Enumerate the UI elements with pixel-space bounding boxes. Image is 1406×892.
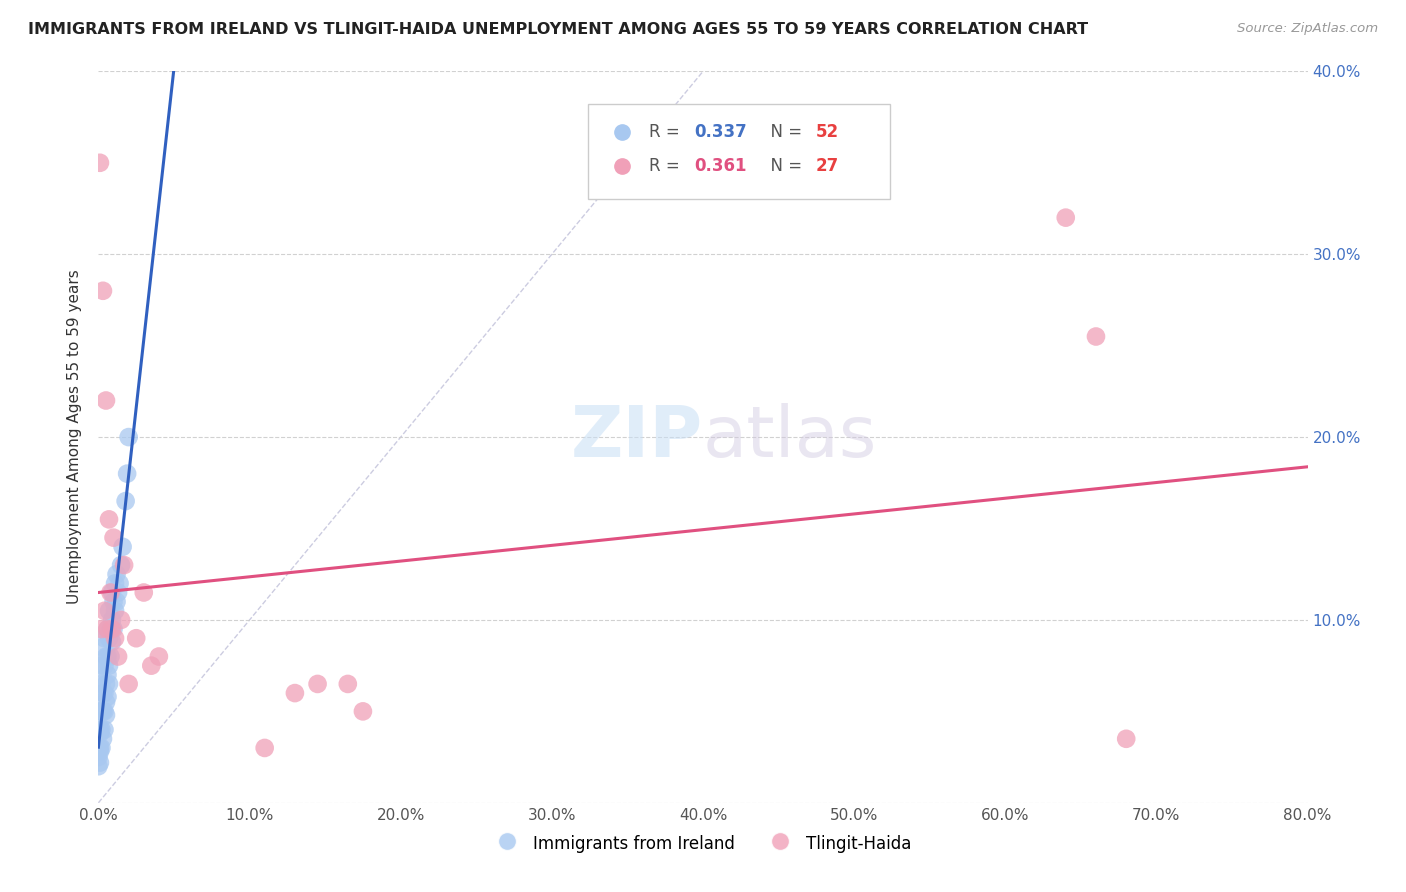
Point (101, 613, 124, 627)
Text: R =: R = (648, 158, 685, 176)
Point (87, 759, 110, 773)
Point (110, 558, 132, 573)
Text: ZIP: ZIP (571, 402, 703, 472)
Point (107, 649, 129, 664)
Point (100, 585, 122, 599)
Point (91, 705, 114, 719)
Point (96, 667, 118, 681)
Text: 27: 27 (815, 158, 839, 176)
Point (352, 705, 374, 719)
Point (105, 567, 128, 582)
Point (114, 494, 136, 508)
Point (94, 708, 117, 723)
Point (91, 284, 114, 298)
Text: N =: N = (759, 123, 807, 141)
Point (104, 604, 127, 618)
Point (91, 731, 114, 746)
Point (93, 632, 115, 646)
Point (90, 658, 112, 673)
Text: atlas: atlas (703, 402, 877, 472)
Point (93, 604, 115, 618)
FancyBboxPatch shape (588, 104, 890, 200)
Point (98, 512, 121, 526)
Point (100, 622, 122, 636)
Point (98, 677, 121, 691)
Point (115, 467, 138, 481)
Point (91, 640, 114, 655)
Point (96, 690, 118, 704)
Point (93, 723, 115, 737)
Point (118, 677, 141, 691)
Point (89, 705, 111, 719)
Text: 0.337: 0.337 (695, 123, 747, 141)
Point (101, 622, 124, 636)
Point (1085, 329, 1108, 343)
Point (105, 594, 128, 608)
Point (103, 531, 125, 545)
Point (100, 649, 122, 664)
Point (90, 677, 112, 691)
Point (96, 622, 118, 636)
Point (132, 585, 155, 599)
Point (108, 576, 131, 591)
Point (91, 686, 114, 700)
Point (89, 726, 111, 740)
Point (104, 576, 127, 591)
Point (125, 632, 148, 646)
Point (253, 740, 276, 755)
Point (148, 649, 170, 664)
Point (87, 750, 110, 764)
Point (94, 677, 117, 691)
Text: N =: N = (759, 158, 807, 176)
Point (336, 677, 359, 691)
Text: R =: R = (648, 123, 685, 141)
Text: IMMIGRANTS FROM IRELAND VS TLINGIT-HAIDA UNEMPLOYMENT AMONG AGES 55 TO 59 YEARS : IMMIGRANTS FROM IRELAND VS TLINGIT-HAIDA… (28, 22, 1088, 37)
Text: 0.361: 0.361 (695, 158, 747, 176)
Point (101, 635, 124, 649)
Point (96, 649, 118, 664)
Point (110, 613, 132, 627)
Point (284, 686, 307, 700)
Point (98, 632, 121, 646)
Point (104, 632, 127, 646)
Text: 52: 52 (815, 123, 838, 141)
Point (103, 622, 125, 636)
Point (111, 540, 134, 554)
Point (93, 705, 115, 719)
Point (94, 649, 117, 664)
Point (96, 622, 118, 636)
Point (112, 558, 135, 573)
Point (107, 585, 129, 599)
Point (93, 658, 115, 673)
Point (1054, 211, 1077, 225)
Point (141, 658, 163, 673)
Point (90, 622, 112, 636)
Point (89, 740, 111, 755)
Point (90, 740, 112, 755)
Text: Source: ZipAtlas.com: Source: ZipAtlas.com (1237, 22, 1378, 36)
Point (94, 393, 117, 408)
Point (98, 604, 121, 618)
Point (89, 756, 111, 770)
Point (101, 585, 124, 599)
Point (89, 745, 111, 759)
Point (307, 677, 329, 691)
Point (1115, 731, 1137, 746)
Point (94, 695, 117, 709)
Point (89, 723, 111, 737)
Legend: Immigrants from Ireland, Tlingit-Haida: Immigrants from Ireland, Tlingit-Haida (488, 827, 918, 860)
Point (93, 686, 115, 700)
Y-axis label: Unemployment Among Ages 55 to 59 years: Unemployment Among Ages 55 to 59 years (67, 269, 83, 605)
Point (98, 658, 121, 673)
Point (103, 594, 125, 608)
Point (118, 430, 141, 444)
Point (90, 705, 112, 719)
Point (90, 723, 112, 737)
Point (89, 156, 111, 170)
